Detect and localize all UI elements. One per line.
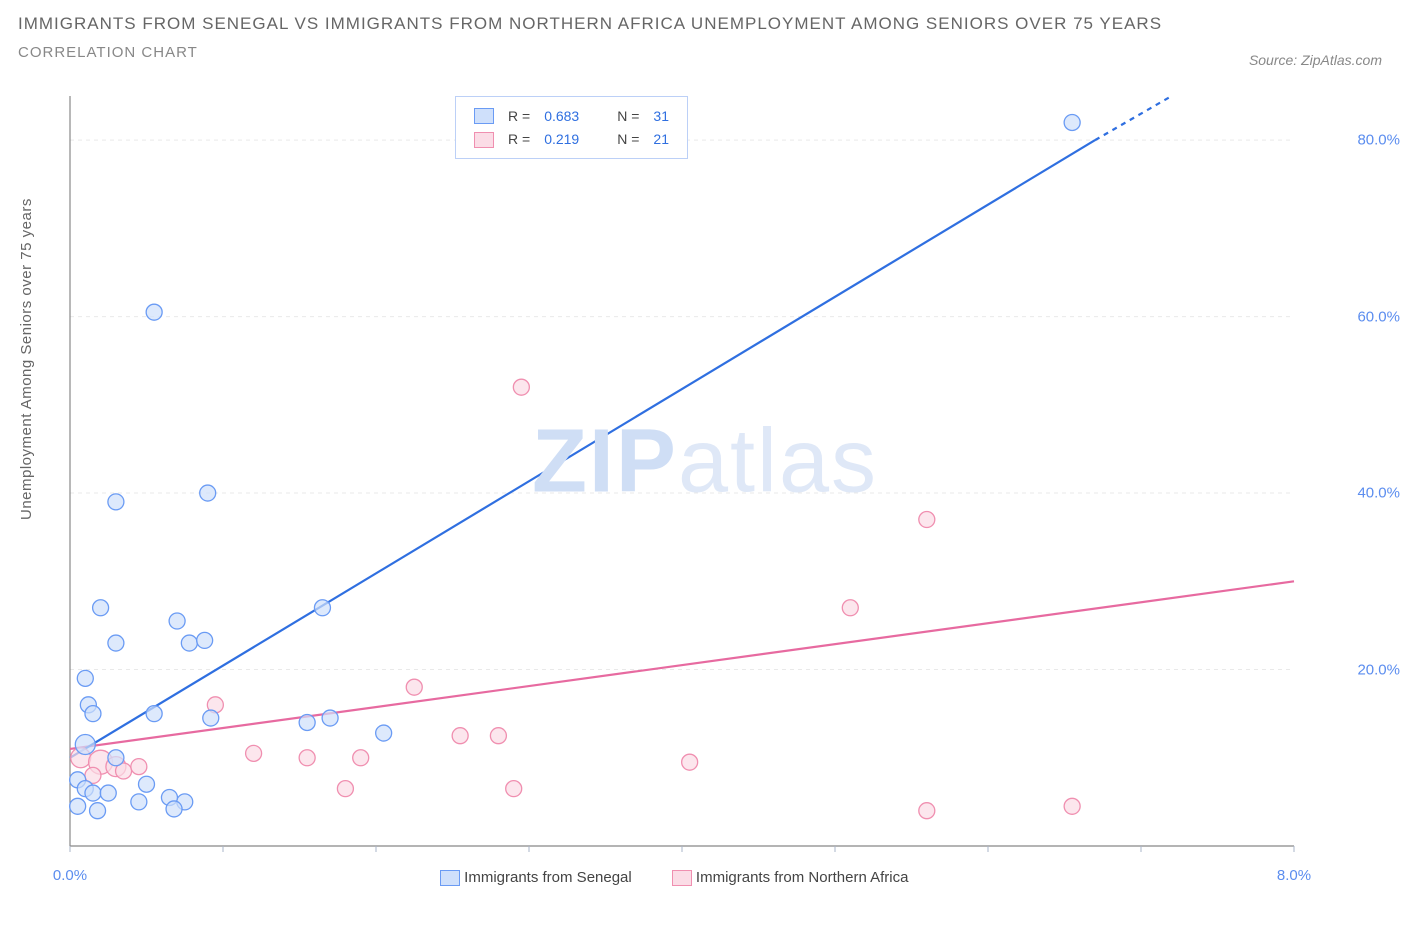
scatter-plot: ZIPatlas R = 0.683 N = 31 R = 0.219 N = … xyxy=(60,92,1350,862)
x-tick-label: 8.0% xyxy=(1277,867,1311,884)
nafrica-r-value: 0.219 xyxy=(538,128,585,149)
y-tick-label: 40.0% xyxy=(1357,485,1400,502)
legend-label-nafrica: Immigrants from Northern Africa xyxy=(696,869,909,886)
source-attribution: Source: ZipAtlas.com xyxy=(1249,52,1382,68)
y-tick-label: 80.0% xyxy=(1357,132,1400,149)
n-label: N = xyxy=(611,128,645,149)
r-label: R = xyxy=(502,105,536,126)
y-tick-label: 20.0% xyxy=(1357,661,1400,678)
legend-row-nafrica: R = 0.219 N = 21 xyxy=(468,128,675,149)
chart-title-block: IMMIGRANTS FROM SENEGAL VS IMMIGRANTS FR… xyxy=(18,14,1162,61)
swatch-senegal xyxy=(474,108,494,124)
x-tick-label: 0.0% xyxy=(53,867,87,884)
senegal-n-value: 31 xyxy=(647,105,675,126)
legend-item-senegal: Immigrants from Senegal xyxy=(440,869,632,886)
swatch-nafrica xyxy=(474,132,494,148)
r-label: R = xyxy=(502,128,536,149)
y-tick-label: 60.0% xyxy=(1357,308,1400,325)
senegal-r-value: 0.683 xyxy=(538,105,585,126)
n-label: N = xyxy=(611,105,645,126)
legend-row-senegal: R = 0.683 N = 31 xyxy=(468,105,675,126)
swatch-senegal-bottom xyxy=(440,870,460,886)
plot-svg xyxy=(60,92,1350,862)
swatch-nafrica-bottom xyxy=(672,870,692,886)
y-axis-label: Unemployment Among Seniors over 75 years xyxy=(18,198,35,520)
chart-title-line1: IMMIGRANTS FROM SENEGAL VS IMMIGRANTS FR… xyxy=(18,14,1162,34)
correlation-legend: R = 0.683 N = 31 R = 0.219 N = 21 xyxy=(455,96,688,159)
legend-item-nafrica: Immigrants from Northern Africa xyxy=(672,869,909,886)
series-legend: Immigrants from Senegal Immigrants from … xyxy=(440,869,908,886)
legend-label-senegal: Immigrants from Senegal xyxy=(464,869,632,886)
nafrica-n-value: 21 xyxy=(647,128,675,149)
chart-title-line2: CORRELATION CHART xyxy=(18,44,1162,61)
